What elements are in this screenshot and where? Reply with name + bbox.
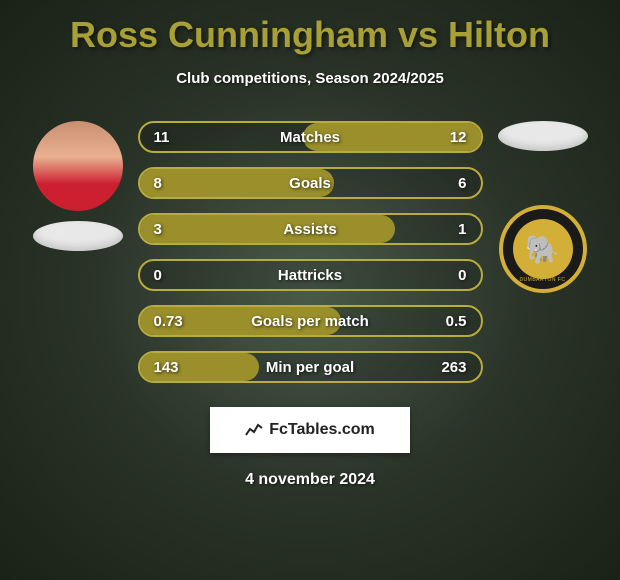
subtitle: Club competitions, Season 2024/2025 (176, 70, 444, 87)
stat-row: 3 Assists 1 (138, 213, 483, 245)
stat-row: 11 Matches 12 (138, 121, 483, 153)
stat-label: Goals (289, 175, 331, 192)
chart-icon (245, 422, 263, 439)
right-player-column: 🐘 DUMBARTON FC (483, 121, 603, 293)
stat-value-left: 11 (154, 129, 170, 146)
stat-label: Hattricks (278, 267, 342, 284)
stat-value-left: 143 (154, 359, 179, 376)
stat-value-left: 0 (154, 267, 162, 284)
elephant-icon: 🐘 (513, 219, 573, 279)
stat-row: 143 Min per goal 263 (138, 351, 483, 383)
stat-row: 0 Hattricks 0 (138, 259, 483, 291)
stat-label: Min per goal (266, 359, 354, 376)
stat-value-left: 0.73 (154, 313, 183, 330)
stat-row: 0.73 Goals per match 0.5 (138, 305, 483, 337)
brand-badge[interactable]: FcTables.com (210, 407, 410, 453)
player-avatar-left (33, 121, 123, 211)
left-player-column (18, 121, 138, 251)
stat-row: 8 Goals 6 (138, 167, 483, 199)
stat-value-right: 1 (458, 221, 466, 238)
brand-text: FcTables.com (269, 421, 375, 439)
stat-value-right: 6 (458, 175, 466, 192)
club-badge-label: DUMBARTON FC (519, 277, 565, 283)
stat-bar-right (395, 215, 480, 243)
stat-value-right: 0.5 (446, 313, 467, 330)
stat-value-left: 3 (154, 221, 162, 238)
stat-label: Matches (280, 129, 340, 146)
stats-column: 11 Matches 12 8 Goals 6 3 Assists 1 0 Hattricks 0 0.… (138, 121, 483, 383)
stat-label: Assists (283, 221, 336, 238)
club-badge-right: 🐘 DUMBARTON FC (499, 205, 587, 293)
stat-value-left: 8 (154, 175, 162, 192)
stat-label: Goals per match (251, 313, 369, 330)
stat-value-right: 12 (450, 129, 467, 146)
date-text: 4 november 2024 (245, 471, 375, 489)
flag-oval-left (33, 221, 123, 251)
stat-value-right: 0 (458, 267, 466, 284)
page-title: Ross Cunningham vs Hilton (70, 14, 550, 56)
stat-bar-left (140, 215, 396, 243)
flag-oval-right (498, 121, 588, 151)
stat-value-right: 263 (441, 359, 466, 376)
